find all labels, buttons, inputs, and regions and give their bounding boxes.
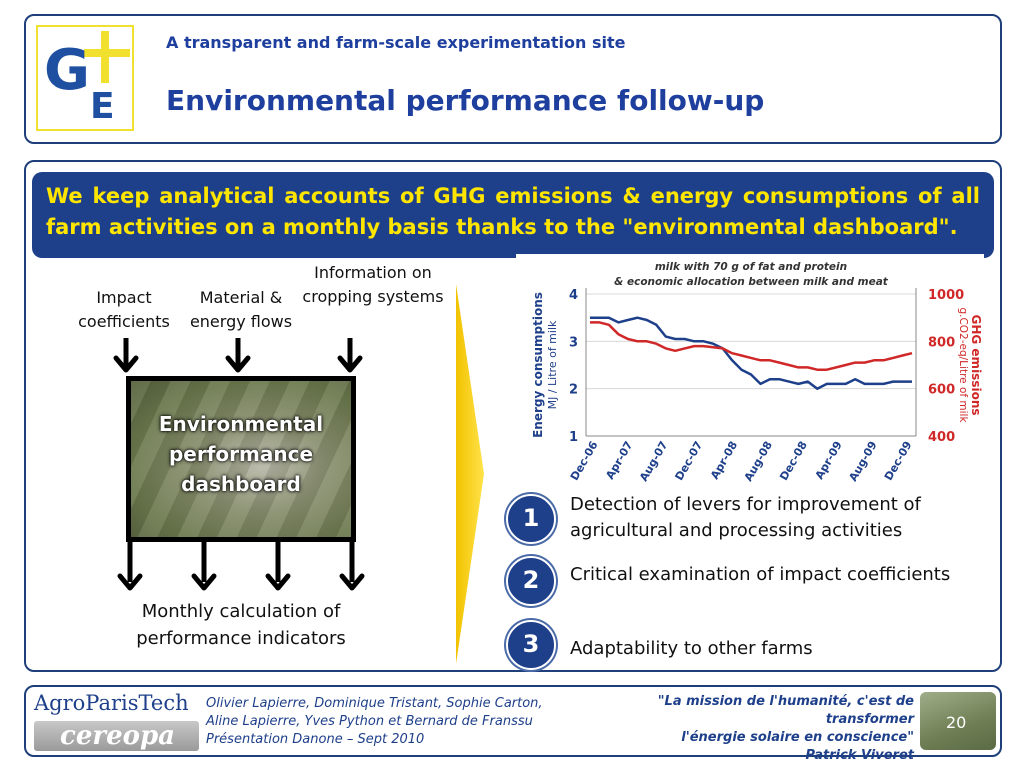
flow-arrows [113, 338, 365, 591]
plus-icon-vertical [101, 31, 109, 83]
slide-title: Environmental performance follow-up [166, 84, 765, 117]
authors-line: Aline Lapierre, Yves Python et Bernard d… [206, 714, 533, 729]
y-left-tick-label: 2 [569, 383, 578, 398]
logo-letter-g: G [44, 38, 90, 103]
number-badge: 2 [506, 556, 556, 606]
energy-ghg-chart: milk with 70 g of fat and protein & econo… [516, 254, 984, 490]
input-material-energy-flows: Material & energy flows [189, 288, 293, 331]
chart-title: milk with 70 g of fat and protein [655, 261, 847, 273]
agroparistech-logo: AgroParisTech [34, 691, 189, 715]
y-right-tick-label: 1000 [928, 288, 964, 303]
plus-icon-horizontal [84, 49, 130, 57]
footer-panel: AgroParisTech cereopa Olivier Lapierre, … [24, 685, 1002, 763]
series-line-right [590, 321, 913, 371]
number-badge: 3 [506, 620, 556, 670]
y-right-label: GHG emissions [969, 314, 983, 415]
y-left-label: Energy consumptions [531, 292, 545, 438]
authors-line: Olivier Lapierre, Dominique Tristant, So… [206, 696, 543, 711]
quote-author: Patrick Viveret [805, 748, 914, 763]
quote-line: l'énergie solaire en conscience" [681, 730, 914, 745]
input-arrows [123, 338, 355, 582]
main-panel: We keep analytical accounts of GHG emiss… [24, 160, 1002, 672]
footer-farm-photo [920, 692, 996, 750]
aerial-farm-photo [131, 381, 351, 537]
output-label: Monthly calculation of performance indic… [136, 601, 346, 649]
y-left-tick-label: 3 [569, 335, 578, 350]
input-cropping-systems: Information on cropping systems [302, 263, 444, 306]
y-right-tick-label: 400 [928, 430, 955, 445]
point-text: Adaptability to other farms [570, 638, 813, 659]
series-line-left [590, 316, 912, 390]
summary-banner: We keep analytical accounts of GHG emiss… [32, 172, 994, 258]
dashboard-photo-box: Environmental performance dashboard [126, 376, 356, 542]
slide-subtitle: A transparent and farm-scale experimenta… [166, 33, 626, 52]
ge-logo: G E [36, 25, 134, 131]
chevron-right-icon [456, 284, 484, 664]
y-right-tick-label: 600 [928, 383, 955, 398]
logo-letter-e: E [90, 86, 115, 127]
cereopa-logo-text: cereopa [60, 721, 175, 751]
number-badge: 1 [506, 494, 556, 544]
arrow-heads [113, 355, 365, 591]
header-panel: G E A transparent and farm-scale experim… [24, 14, 1002, 144]
page-number: 20 [946, 713, 967, 732]
point-text: Detection of levers for improvement of a… [570, 494, 921, 541]
y-left-tick-label: 1 [569, 430, 578, 445]
chart-background [516, 254, 984, 490]
y-left-tick-label: 4 [569, 288, 578, 303]
quote-block: "La mission de l'humanité, c'est de tran… [586, 693, 914, 765]
cereopa-logo: cereopa [34, 721, 199, 751]
chart-title: & economic allocation between milk and m… [614, 276, 889, 288]
presentation-info: Présentation Danone – Sept 2010 [206, 732, 425, 747]
point-text: Critical examination of impact coefficie… [570, 564, 951, 585]
authors-block: Olivier Lapierre, Dominique Tristant, So… [206, 695, 543, 749]
input-impact-coefficients: Impact coefficients [78, 288, 170, 331]
y-right-unit: g.CO2-eq/Litre of milk [957, 307, 969, 423]
y-right-tick-label: 800 [928, 335, 955, 350]
y-left-unit: MJ / Litre of milk [546, 320, 559, 409]
quote-line: "La mission de l'humanité, c'est de tran… [657, 694, 914, 727]
dashboard-label: Environmental performance dashboard [158, 412, 324, 496]
